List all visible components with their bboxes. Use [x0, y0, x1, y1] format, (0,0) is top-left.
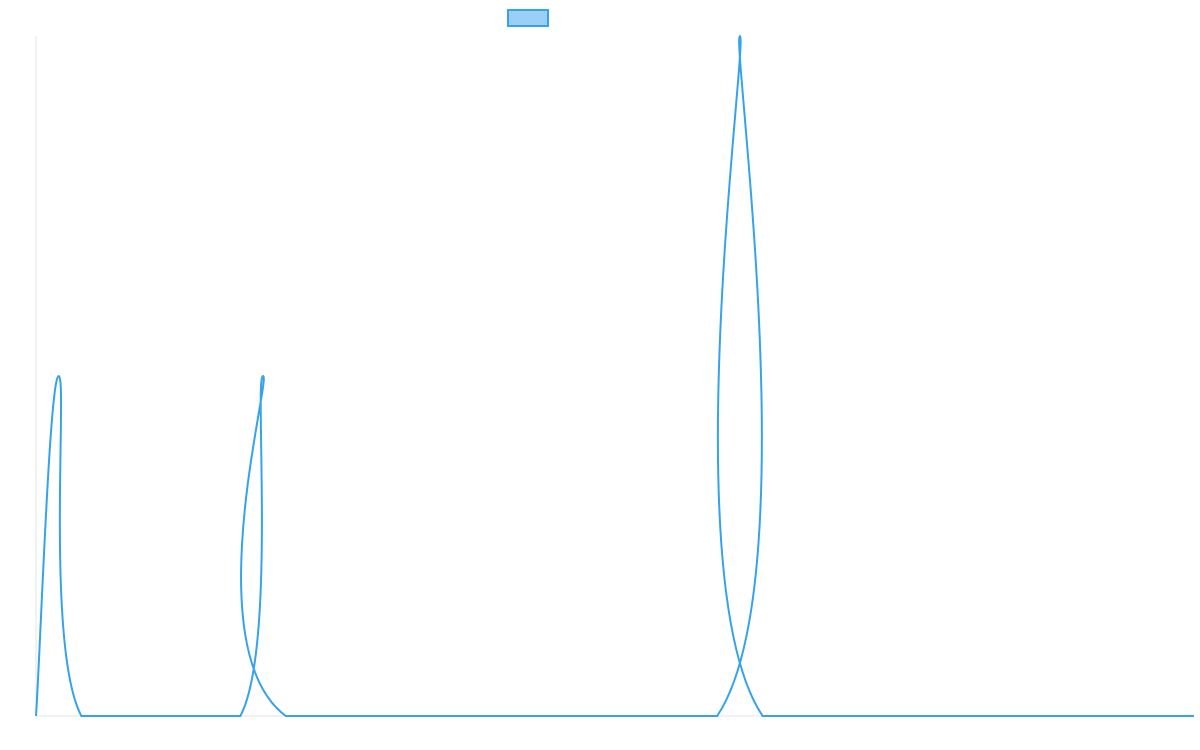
series-line-0	[35, 34, 1194, 718]
legend-swatch[interactable]	[507, 9, 549, 27]
legend[interactable]	[507, 9, 549, 27]
series-group	[35, 34, 1194, 718]
